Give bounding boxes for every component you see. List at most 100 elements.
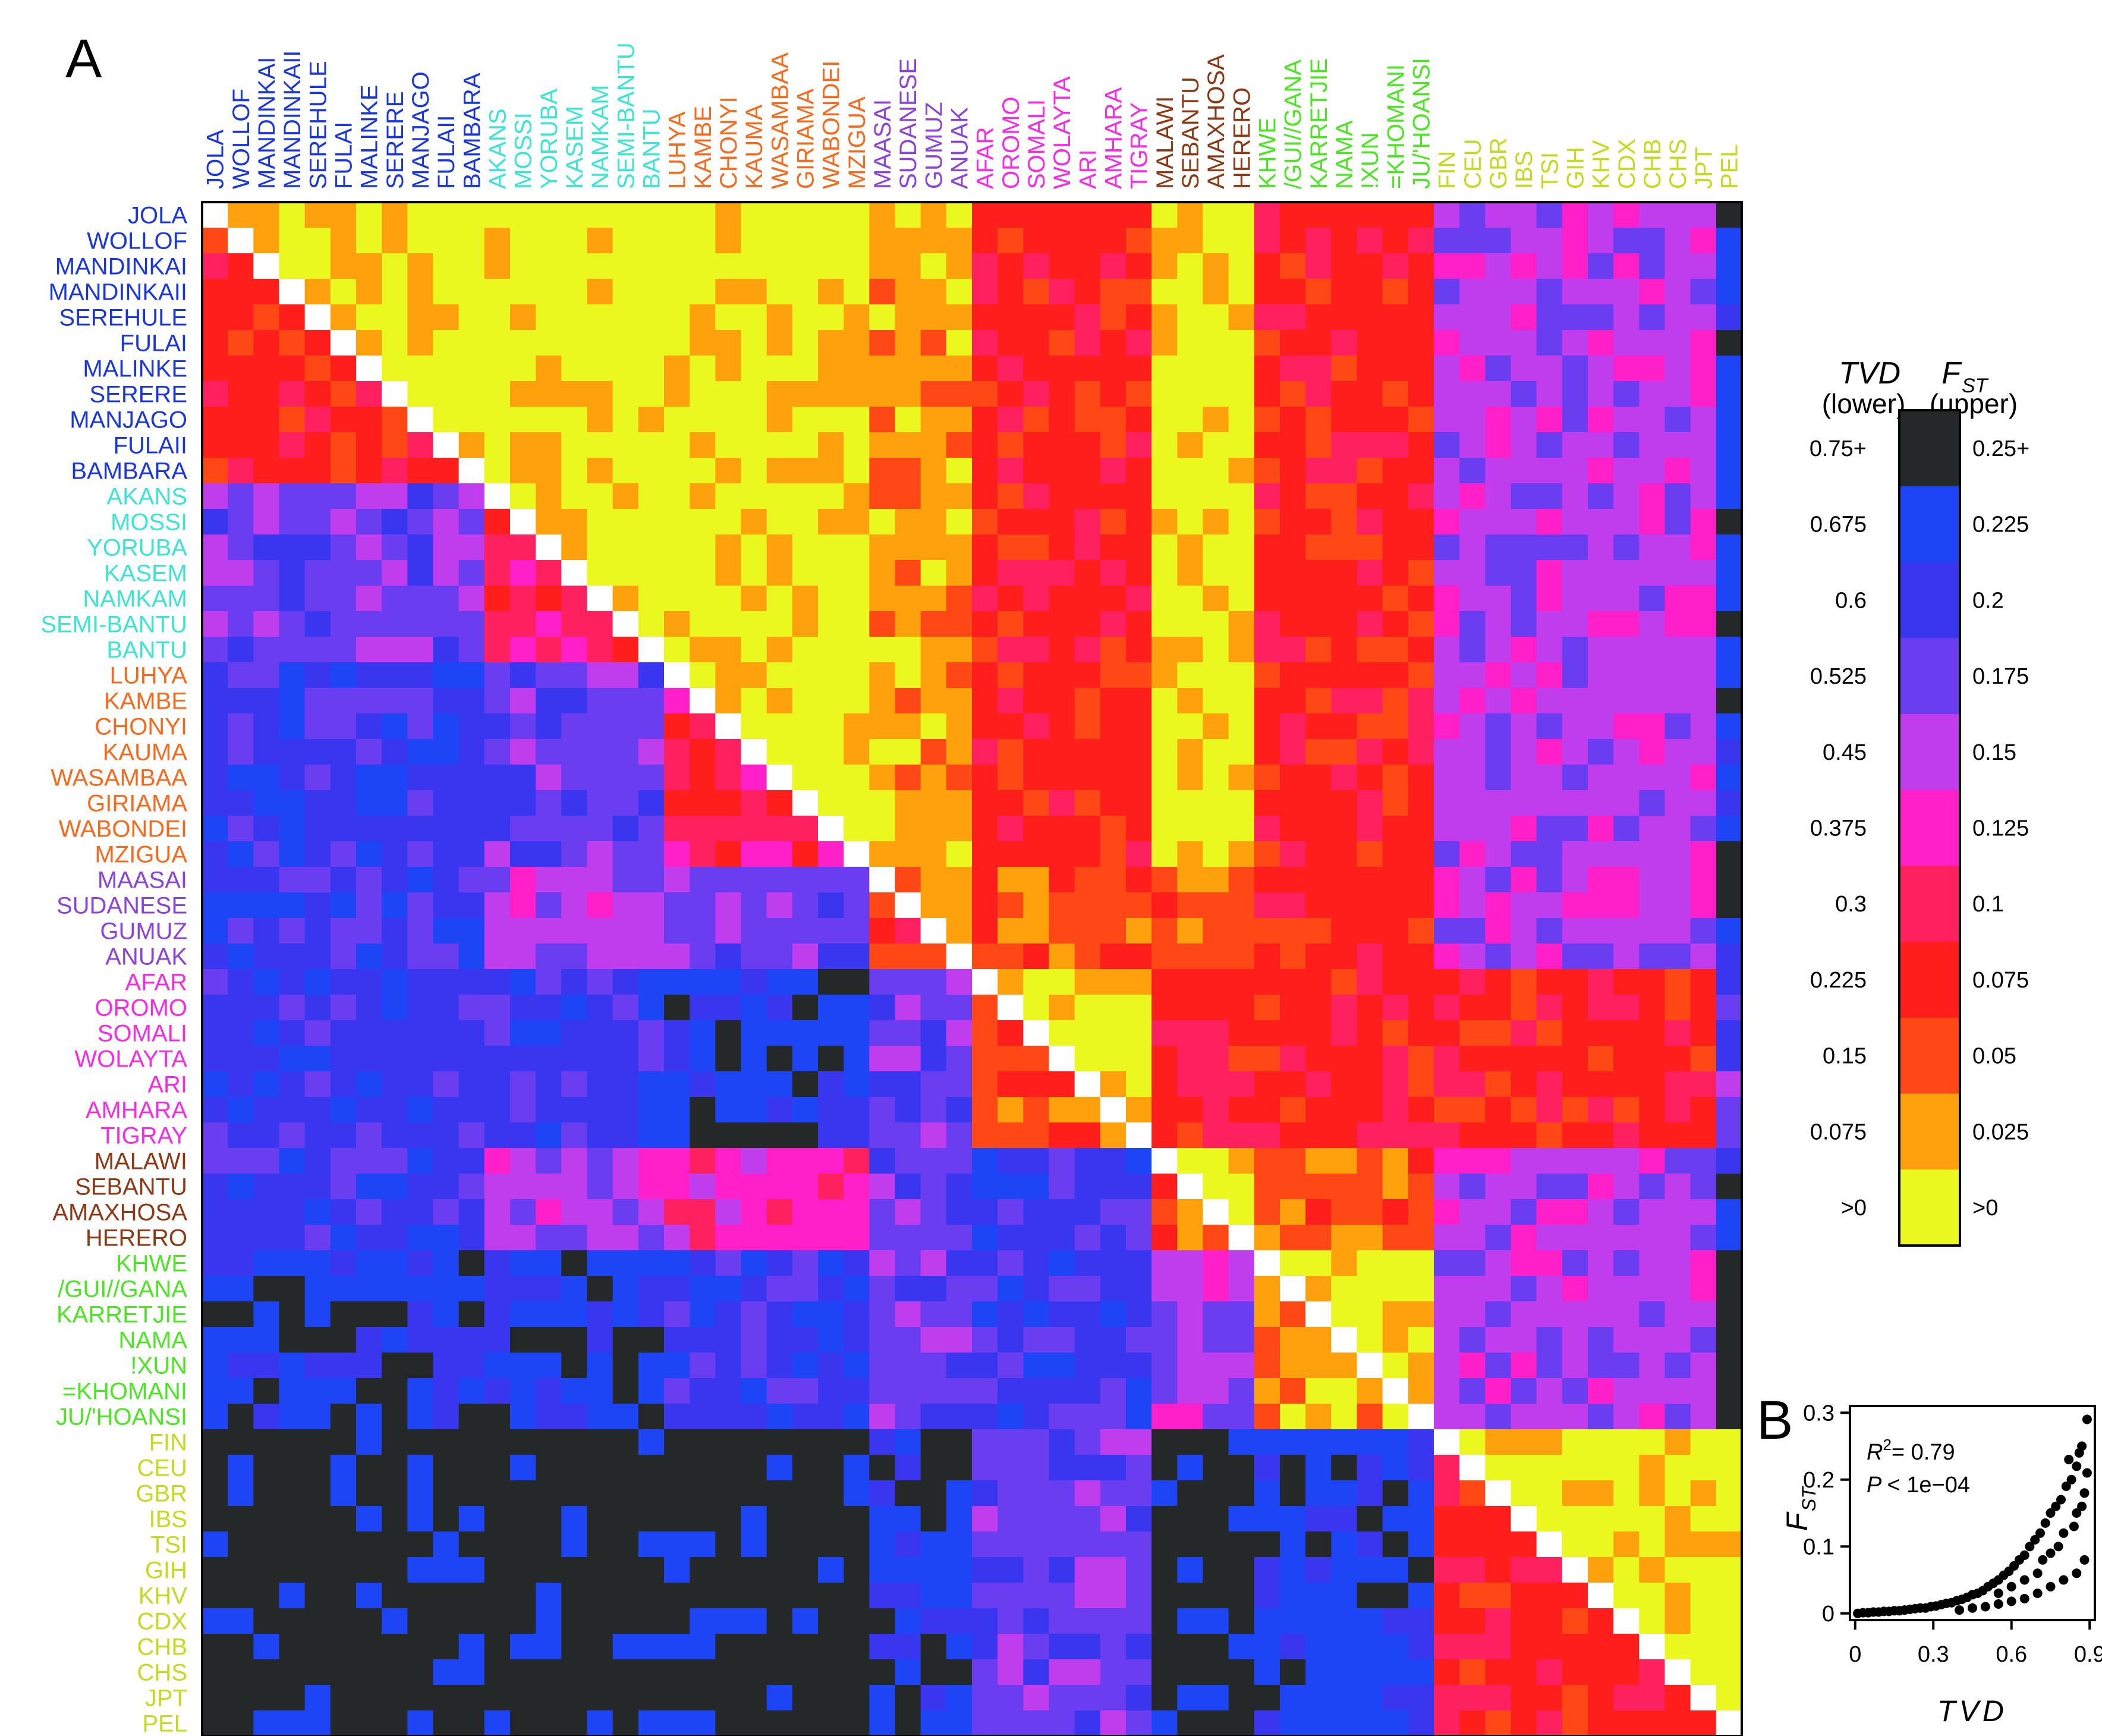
heatmap-cell — [330, 586, 357, 612]
scatter-ylabel-subscript: ST — [1798, 1486, 1820, 1511]
heatmap-cell — [1228, 483, 1255, 510]
heatmap-cell — [1254, 279, 1280, 305]
heatmap-cell — [972, 1225, 998, 1251]
heatmap-cell — [1613, 841, 1640, 867]
heatmap-cell — [536, 765, 562, 791]
heatmap-cell — [1126, 381, 1152, 407]
heatmap-cell — [972, 1557, 998, 1583]
heatmap-cell — [946, 330, 973, 356]
heatmap-cell — [638, 1659, 665, 1685]
heatmap-cell — [1716, 1250, 1742, 1276]
heatmap-cell — [202, 483, 228, 510]
heatmap-cell — [1562, 381, 1588, 407]
heatmap-cell — [972, 330, 998, 356]
heatmap-cell — [1254, 1020, 1280, 1046]
heatmap-cell — [1536, 1046, 1563, 1072]
heatmap-cell — [484, 381, 511, 407]
heatmap-cell — [1049, 304, 1075, 331]
heatmap-cell — [1254, 1455, 1280, 1481]
heatmap-cell — [1126, 969, 1152, 995]
heatmap-cell — [920, 1046, 947, 1072]
heatmap-cell — [844, 944, 870, 970]
heatmap-cell — [690, 228, 716, 254]
column-label: CHB — [1640, 139, 1666, 189]
column-label: MOSSI — [511, 112, 537, 189]
heatmap-cell — [1485, 688, 1512, 714]
heatmap-cell — [869, 1250, 896, 1276]
heatmap-cell — [1639, 458, 1666, 484]
heatmap-cell — [561, 637, 588, 663]
heatmap-cell — [766, 304, 793, 331]
heatmap-cell — [1639, 662, 1666, 688]
heatmap-cell — [715, 1148, 742, 1174]
heatmap-cell — [1485, 1634, 1512, 1660]
heatmap-cell — [766, 1071, 793, 1097]
heatmap-cell — [1639, 1608, 1666, 1634]
heatmap-cell — [1459, 1685, 1486, 1711]
heatmap-cell — [382, 1710, 408, 1736]
heatmap-cell — [1664, 1046, 1691, 1072]
heatmap-cell — [1434, 253, 1460, 279]
heatmap-cell — [1562, 1250, 1588, 1276]
heatmap-cell — [1228, 1174, 1255, 1200]
heatmap-cell — [1511, 1276, 1537, 1302]
heatmap-cell — [869, 1659, 896, 1685]
heatmap-cell — [638, 1148, 665, 1174]
heatmap-cell — [1023, 304, 1050, 331]
heatmap-cell — [484, 918, 511, 944]
heatmap-cell — [1305, 1148, 1332, 1174]
heatmap-cell — [818, 1506, 844, 1532]
heatmap-cell — [1536, 1020, 1563, 1046]
heatmap-cell — [664, 1455, 690, 1481]
heatmap-cell — [407, 407, 434, 433]
heatmap-cell — [869, 1608, 896, 1634]
heatmap-cell — [972, 1404, 998, 1430]
column-label: WABONDEI — [819, 61, 845, 189]
heatmap-cell — [407, 1429, 434, 1455]
heatmap-cell — [304, 253, 331, 279]
heatmap-cell — [228, 1710, 254, 1736]
heatmap-cell — [895, 1071, 921, 1097]
heatmap-cell — [1639, 381, 1666, 407]
heatmap-cell — [895, 1020, 921, 1046]
heatmap-cell — [972, 560, 998, 586]
row-label: CHS — [137, 1660, 187, 1686]
heatmap-cell — [690, 944, 716, 970]
heatmap-cell — [1357, 1506, 1383, 1532]
heatmap-cell — [202, 279, 228, 305]
heatmap-cell — [1485, 944, 1512, 970]
heatmap-cell — [1203, 1276, 1229, 1302]
heatmap-cell — [1485, 1480, 1512, 1507]
heatmap-cell — [715, 1710, 742, 1736]
heatmap-cell — [638, 356, 665, 382]
heatmap-cell — [1562, 969, 1588, 995]
heatmap-cell — [997, 1506, 1024, 1532]
heatmap-cell — [1639, 560, 1666, 586]
heatmap-cell — [1382, 1710, 1409, 1736]
heatmap-cell — [1177, 279, 1204, 305]
heatmap-cell — [741, 1122, 767, 1149]
heatmap-cell — [484, 253, 511, 279]
heatmap-cell — [407, 1353, 434, 1379]
heatmap-cell — [458, 279, 485, 305]
heatmap-cell — [1485, 1046, 1512, 1072]
heatmap-cell — [304, 688, 331, 714]
heatmap-cell — [484, 1583, 511, 1609]
heatmap-cell — [664, 1685, 690, 1711]
heatmap-cell — [330, 1148, 357, 1174]
heatmap-cell — [407, 1480, 434, 1507]
heatmap-cell — [1357, 1531, 1383, 1558]
heatmap-cell — [1100, 816, 1126, 842]
heatmap-cell — [1408, 1531, 1434, 1558]
row-label: BAMBARA — [71, 458, 187, 485]
heatmap-cell — [1562, 1583, 1588, 1609]
heatmap-cell — [895, 1608, 921, 1634]
legend-tvd-label: 0.675 — [1810, 512, 1867, 537]
heatmap-cell — [792, 841, 819, 867]
heatmap-cell — [407, 1148, 434, 1174]
heatmap-cell — [1382, 1225, 1409, 1251]
heatmap-cell — [638, 1583, 665, 1609]
heatmap-cell — [458, 765, 485, 791]
heatmap-cell — [997, 432, 1024, 458]
heatmap-cell — [1177, 944, 1204, 970]
